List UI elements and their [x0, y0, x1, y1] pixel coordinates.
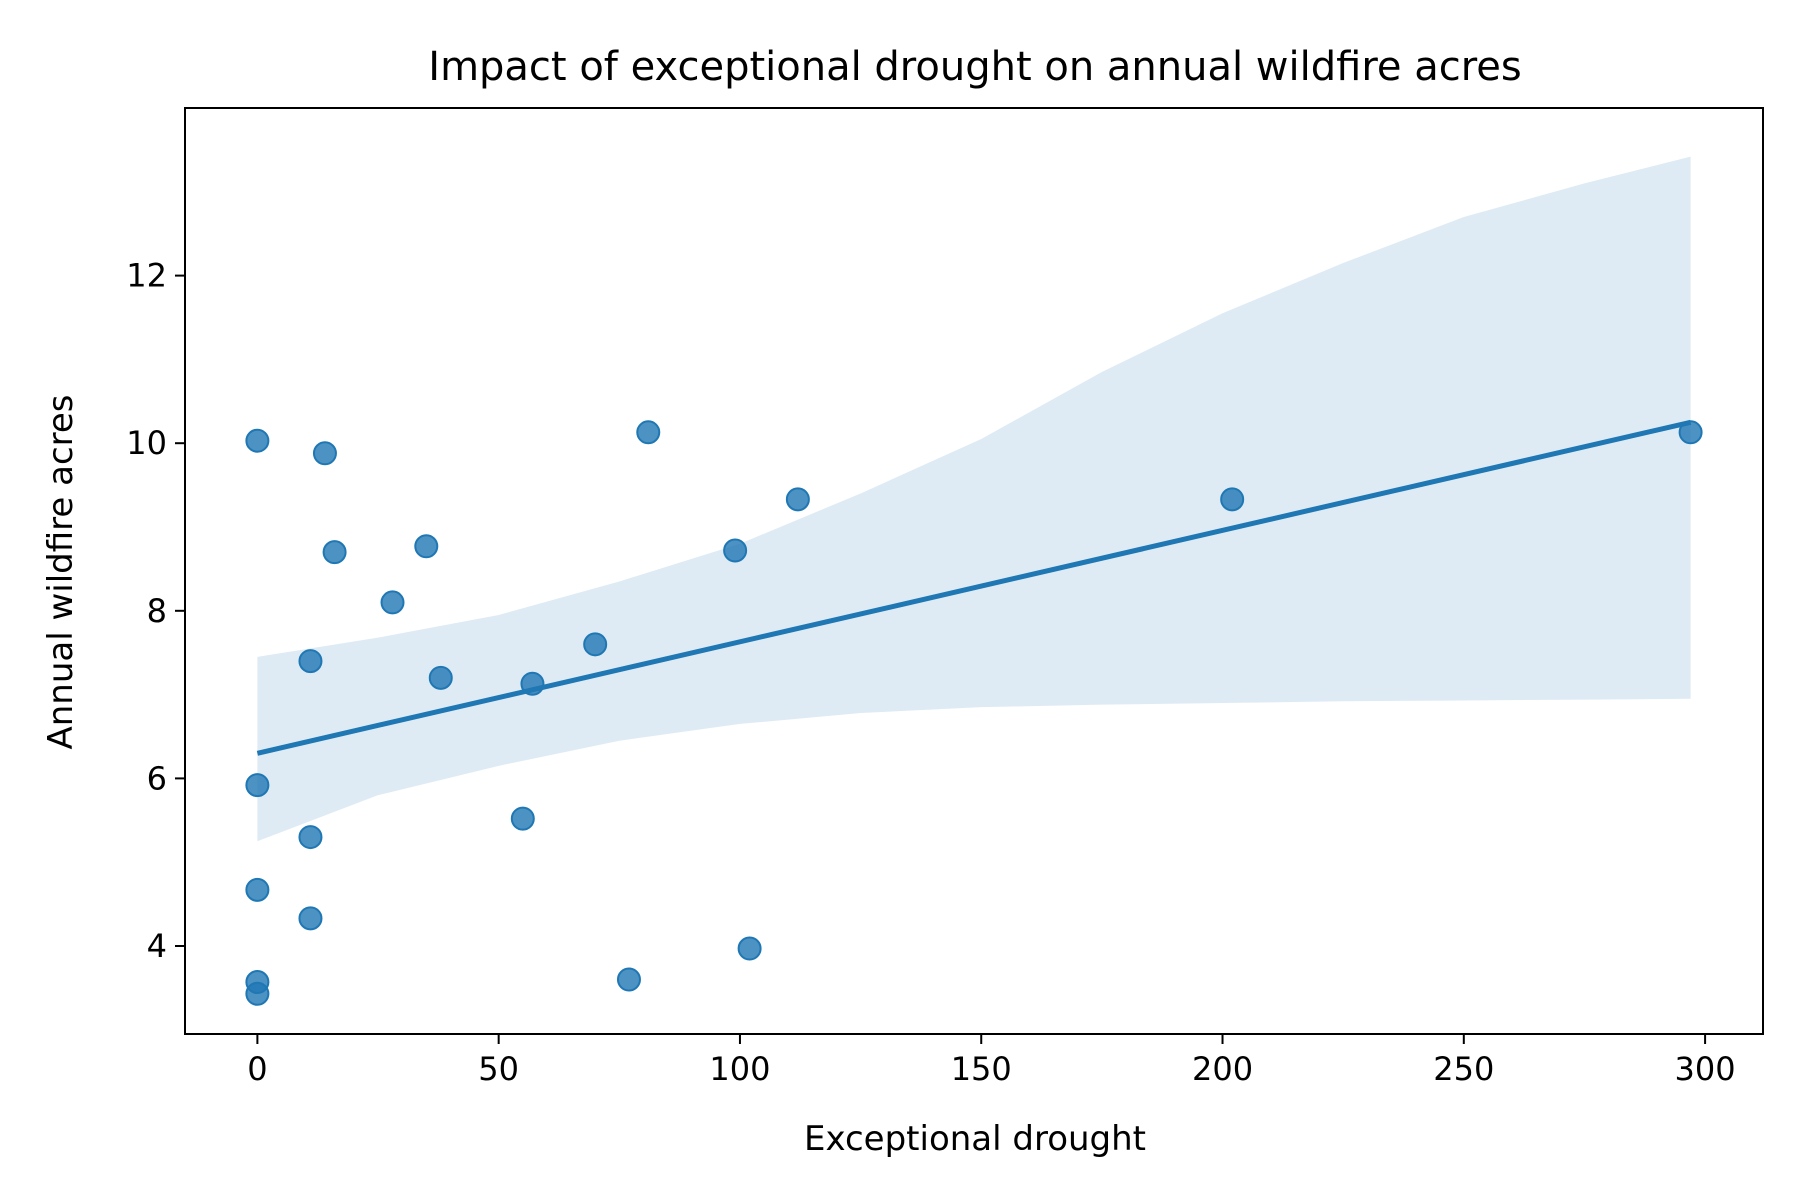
data-point [428, 665, 453, 690]
y-tick-label: 6 [147, 759, 167, 797]
data-point [245, 773, 270, 798]
data-point [414, 534, 439, 559]
data-point [298, 649, 323, 674]
data-point [583, 632, 608, 657]
y-tick-label: 12 [126, 257, 167, 295]
data-point [245, 981, 270, 1006]
data-point [245, 428, 270, 453]
y-axis-ticks: 4 6 8 10 12 [126, 257, 185, 965]
y-tick-label: 8 [147, 592, 167, 630]
chart-title: Impact of exceptional drought on annual … [428, 44, 1521, 90]
regression-line [256, 419, 1692, 756]
data-point [298, 825, 323, 850]
data-points-layer [245, 420, 1703, 1006]
x-tick-label: 300 [1675, 1050, 1736, 1088]
axes-frame [184, 107, 1764, 1035]
x-tick-label: 0 [247, 1050, 267, 1088]
data-point [298, 906, 323, 931]
data-point [1678, 420, 1703, 445]
confidence-band [257, 156, 1691, 842]
data-point [380, 590, 405, 615]
x-tick-label: 50 [478, 1050, 519, 1088]
data-point [312, 441, 337, 466]
data-point [785, 487, 810, 512]
y-tick-label: 10 [126, 424, 167, 462]
confidence-band-layer [257, 156, 1691, 842]
y-tick-label: 4 [147, 927, 167, 965]
data-point [1220, 487, 1245, 512]
regression-line-layer [256, 419, 1692, 756]
x-tick-label: 100 [709, 1050, 770, 1088]
x-tick-label: 150 [951, 1050, 1012, 1088]
x-tick-label: 250 [1433, 1050, 1494, 1088]
data-point [245, 877, 270, 902]
data-point [322, 540, 347, 565]
x-tick-label: 200 [1192, 1050, 1253, 1088]
data-point [723, 538, 748, 563]
y-axis-label: Annual wildfire acres [41, 394, 81, 749]
data-point [636, 420, 661, 445]
data-point [616, 967, 641, 992]
x-axis-label: Exceptional drought [804, 1119, 1146, 1159]
x-axis-ticks: 0 50 100 150 200 250 300 [247, 1034, 1736, 1088]
data-point [510, 806, 535, 831]
data-point [737, 936, 762, 961]
